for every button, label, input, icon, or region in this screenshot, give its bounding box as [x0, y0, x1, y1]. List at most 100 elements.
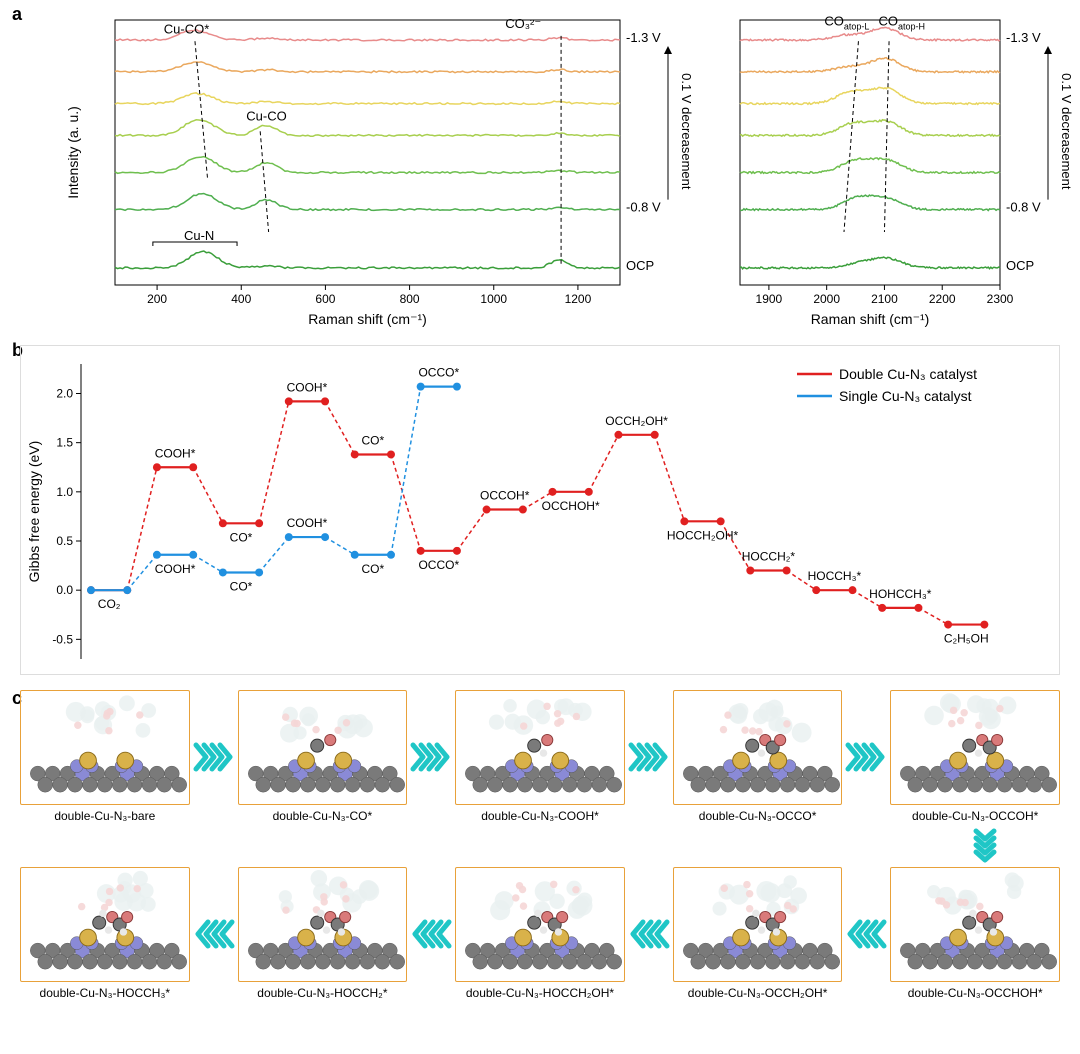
mechanism-cell: double-Cu-N₃-HOCCH₂OH*: [455, 867, 625, 1000]
mechanism-cell: double-Cu-N₃-HOCCH₂*: [238, 867, 408, 1000]
svg-text:0.1 V decreasement: 0.1 V decreasement: [1059, 73, 1074, 190]
mechanism-cell: double-Cu-N₃-OCCH₂OH*: [673, 867, 843, 1000]
svg-text:COatop-H: COatop-H: [879, 13, 926, 31]
svg-text:Cu-CO*: Cu-CO*: [164, 21, 210, 36]
mechanism-caption: double-Cu-N₃-bare: [54, 809, 155, 823]
svg-text:1000: 1000: [480, 292, 507, 306]
arrow-left: [842, 918, 890, 950]
svg-text:600: 600: [315, 292, 335, 306]
svg-text:C₂H₅OH: C₂H₅OH: [944, 632, 989, 646]
mechanism-cell: double-Cu-N₃-CO*: [238, 690, 408, 823]
svg-text:Single Cu-N₃ catalyst: Single Cu-N₃ catalyst: [839, 388, 972, 404]
panel-b: -0.5 0.0 0.5 1.0 1.5 2.0 Gibbs free energy (eV…: [20, 345, 1060, 675]
svg-text:Cu-CO: Cu-CO: [246, 109, 286, 124]
mechanism-cell: double-Cu-N₃-bare: [20, 690, 190, 823]
arrow-right: [190, 741, 238, 773]
svg-text:400: 400: [231, 292, 251, 306]
mechanism-structure: [455, 867, 625, 982]
mechanism-caption: double-Cu-N₃-OCCOH*: [912, 809, 1038, 823]
svg-text:CO*: CO*: [362, 562, 385, 576]
svg-text:-0.8 V: -0.8 V: [626, 200, 661, 215]
raman-spectrum-left: 200 400 600 800 1000 1200 Raman shift (cm⁻¹) In…: [60, 10, 700, 330]
svg-text:HOCCH₃*: HOCCH₃*: [808, 569, 862, 583]
arrow-down: [972, 827, 998, 867]
raman-spectrum-right: 19002000210022002300Raman shift (cm⁻¹)CO…: [720, 10, 1080, 330]
svg-text:COOH*: COOH*: [155, 562, 196, 576]
svg-text:HOCCH₂*: HOCCH₂*: [742, 550, 796, 564]
mechanism-structure: [890, 867, 1060, 982]
svg-text:2100: 2100: [871, 292, 898, 306]
mechanism-cell: double-Cu-N₃-OCCHOH*: [890, 867, 1060, 1000]
mechanism-structure: [20, 867, 190, 982]
mechanism-cell: double-Cu-N₃-OCCO*: [673, 690, 843, 823]
mechanism-structure: [890, 690, 1060, 805]
svg-text:Raman shift (cm⁻¹): Raman shift (cm⁻¹): [811, 311, 930, 327]
svg-text:200: 200: [147, 292, 167, 306]
panel-a: 200 400 600 800 1000 1200 Raman shift (cm⁻¹) In…: [20, 10, 1060, 340]
arrow-right: [407, 741, 455, 773]
mechanism-structure: [673, 867, 843, 982]
svg-text:CO₃²⁻: CO₃²⁻: [505, 16, 541, 31]
svg-text:CO₂: CO₂: [98, 597, 121, 611]
svg-text:2300: 2300: [987, 292, 1014, 306]
svg-text:CO*: CO*: [230, 530, 253, 544]
mechanism-caption: double-Cu-N₃-CO*: [273, 809, 373, 823]
mechanism-cell: double-Cu-N₃-COOH*: [455, 690, 625, 823]
svg-text:COatop-L: COatop-L: [824, 13, 869, 31]
svg-text:-0.5: -0.5: [52, 632, 73, 646]
svg-text:-1.3 V: -1.3 V: [1006, 30, 1041, 45]
svg-text:OCCHOH*: OCCHOH*: [542, 499, 600, 513]
panel-c: double-Cu-N₃-bare double-Cu-N₃-CO* double-…: [20, 690, 1060, 1000]
svg-text:1.5: 1.5: [56, 436, 73, 450]
arrow-left: [407, 918, 455, 950]
svg-text:CO*: CO*: [362, 433, 385, 447]
arrow-right: [625, 741, 673, 773]
svg-text:HOHCCH₃*: HOHCCH₃*: [869, 587, 932, 601]
svg-text:1.0: 1.0: [56, 485, 73, 499]
svg-text:Double Cu-N₃ catalyst: Double Cu-N₃ catalyst: [839, 366, 977, 382]
svg-text:OCCOH*: OCCOH*: [480, 489, 530, 503]
mechanism-caption: double-Cu-N₃-HOCCH₃*: [40, 986, 170, 1000]
svg-text:OCP: OCP: [626, 258, 654, 273]
svg-text:COOH*: COOH*: [287, 380, 328, 394]
svg-text:OCP: OCP: [1006, 258, 1034, 273]
svg-text:Gibbs free energy (eV): Gibbs free energy (eV): [26, 441, 42, 583]
svg-text:800: 800: [400, 292, 420, 306]
arrow-left: [190, 918, 238, 950]
svg-text:1200: 1200: [565, 292, 592, 306]
gibbs-free-energy-diagram: -0.5 0.0 0.5 1.0 1.5 2.0 Gibbs free energy (eV…: [21, 346, 1057, 674]
mechanism-caption: double-Cu-N₃-HOCCH₂OH*: [466, 986, 614, 1000]
mechanism-row-2: double-Cu-N₃-HOCCH₃* double-Cu-N₃-HOCCH₂*…: [20, 867, 1060, 1000]
svg-text:OCCH₂OH*: OCCH₂OH*: [605, 414, 668, 428]
svg-text:Intensity (a. u.): Intensity (a. u.): [65, 106, 81, 199]
svg-text:0.1 V decreasement: 0.1 V decreasement: [679, 73, 694, 190]
arrow-left: [625, 918, 673, 950]
svg-text:CO*: CO*: [230, 579, 253, 593]
svg-text:Raman shift (cm⁻¹): Raman shift (cm⁻¹): [308, 311, 427, 327]
svg-text:COOH*: COOH*: [287, 516, 328, 530]
svg-text:2200: 2200: [929, 292, 956, 306]
svg-text:HOCCH₂OH*: HOCCH₂OH*: [667, 528, 739, 542]
svg-text:OCCO*: OCCO*: [418, 366, 459, 380]
mechanism-caption: double-Cu-N₃-HOCCH₂*: [257, 986, 387, 1000]
mechanism-cell: double-Cu-N₃-OCCOH*: [890, 690, 1060, 823]
mechanism-row-1: double-Cu-N₃-bare double-Cu-N₃-CO* double-…: [20, 690, 1060, 823]
svg-text:0.5: 0.5: [56, 534, 73, 548]
mechanism-caption: double-Cu-N₃-OCCHOH*: [908, 986, 1043, 1000]
svg-text:COOH*: COOH*: [155, 446, 196, 460]
svg-text:OCCO*: OCCO*: [418, 558, 459, 572]
svg-text:0.0: 0.0: [56, 583, 73, 597]
svg-text:1900: 1900: [756, 292, 783, 306]
svg-text:-0.8 V: -0.8 V: [1006, 200, 1041, 215]
mechanism-structure: [238, 690, 408, 805]
svg-text:Cu-N: Cu-N: [184, 228, 214, 243]
mechanism-structure: [238, 867, 408, 982]
mechanism-structure: [455, 690, 625, 805]
mechanism-caption: double-Cu-N₃-OCCH₂OH*: [688, 986, 828, 1000]
arrow-right: [842, 741, 890, 773]
mechanism-cell: double-Cu-N₃-HOCCH₃*: [20, 867, 190, 1000]
mechanism-structure: [673, 690, 843, 805]
svg-text:-1.3 V: -1.3 V: [626, 30, 661, 45]
mechanism-structure: [20, 690, 190, 805]
svg-text:2.0: 2.0: [56, 387, 73, 401]
